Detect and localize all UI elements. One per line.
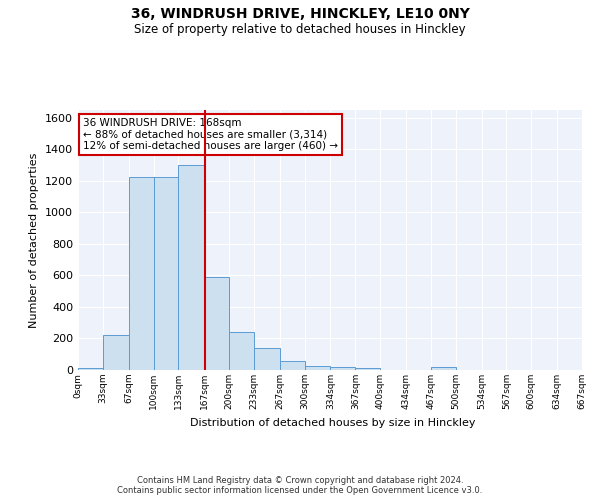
Text: Size of property relative to detached houses in Hinckley: Size of property relative to detached ho… <box>134 22 466 36</box>
Bar <box>254 348 280 370</box>
Bar <box>331 366 355 370</box>
Text: 36 WINDRUSH DRIVE: 168sqm
← 88% of detached houses are smaller (3,314)
12% of se: 36 WINDRUSH DRIVE: 168sqm ← 88% of detac… <box>83 118 338 151</box>
Bar <box>128 177 154 370</box>
Y-axis label: Number of detached properties: Number of detached properties <box>29 152 40 328</box>
Bar <box>103 336 128 370</box>
Text: Contains HM Land Registry data © Crown copyright and database right 2024.
Contai: Contains HM Land Registry data © Crown c… <box>118 476 482 495</box>
Bar <box>154 177 178 370</box>
Bar <box>280 362 305 370</box>
Bar <box>305 366 331 370</box>
Bar <box>431 367 456 370</box>
Bar <box>178 165 204 370</box>
Text: Distribution of detached houses by size in Hinckley: Distribution of detached houses by size … <box>190 418 476 428</box>
Bar <box>355 368 380 370</box>
Text: 36, WINDRUSH DRIVE, HINCKLEY, LE10 0NY: 36, WINDRUSH DRIVE, HINCKLEY, LE10 0NY <box>131 8 469 22</box>
Bar <box>229 332 254 370</box>
Bar <box>204 277 229 370</box>
Bar <box>78 368 103 370</box>
